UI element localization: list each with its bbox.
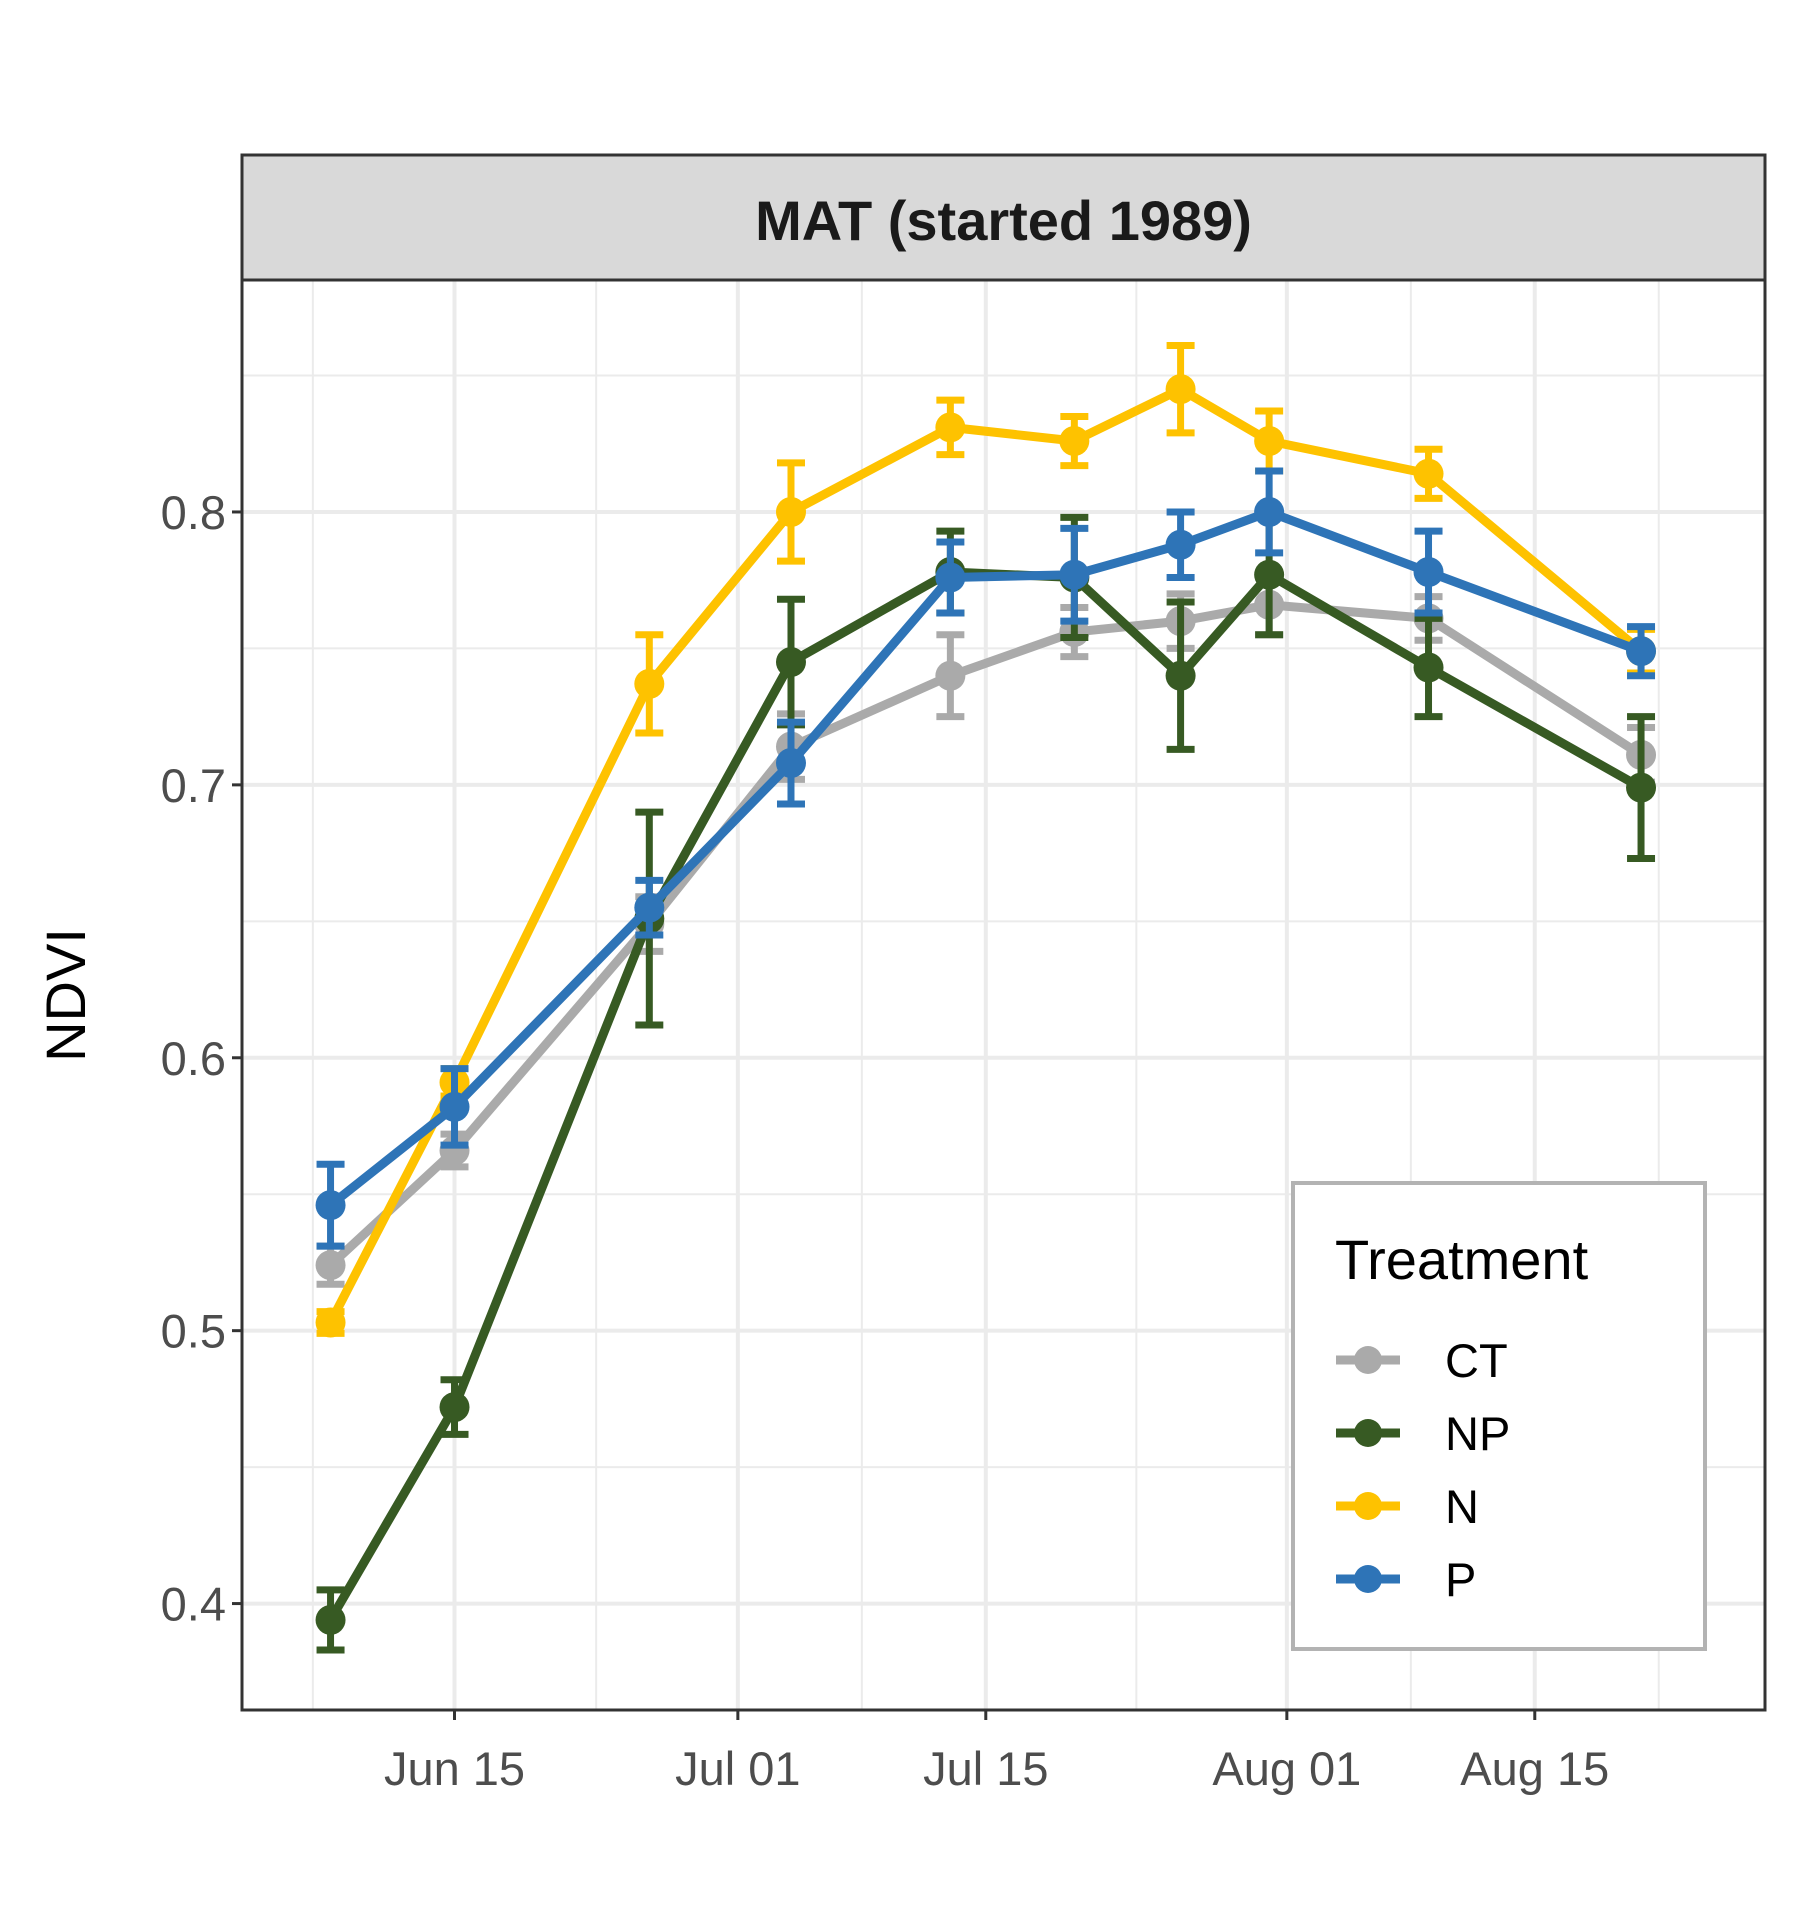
x-tick-label: Jul 15: [923, 1742, 1048, 1795]
legend-label-ct: CT: [1445, 1334, 1508, 1387]
x-tick-label: Jun 15: [384, 1742, 525, 1795]
data-point-n: [935, 412, 966, 443]
y-tick-label: 0.4: [161, 1578, 226, 1631]
legend-title: Treatment: [1335, 1228, 1589, 1291]
series-line-n: [326, 384, 1644, 1325]
legend: Treatment CT NP NP: [1291, 1181, 1707, 1651]
data-point-p: [1626, 636, 1657, 667]
series-line-ct: [327, 600, 1644, 1269]
data-point-np: [439, 1392, 470, 1423]
legend-key-point-p: [1354, 1565, 1382, 1593]
data-point-np: [315, 1604, 346, 1635]
data-point-n: [1059, 426, 1090, 457]
data-point-p: [439, 1091, 470, 1122]
plot-panel-border: [240, 278, 1767, 1712]
data-point-n: [775, 496, 806, 527]
data-point-p: [1254, 496, 1285, 527]
y-tick-label: 0.8: [161, 486, 226, 539]
data-point-p: [315, 1190, 346, 1221]
legend-key-point-np: [1354, 1419, 1382, 1447]
legend-label-np: NP: [1445, 1407, 1510, 1460]
data-point-np: [1254, 559, 1285, 590]
data-point-p: [1059, 559, 1090, 590]
facet-strip: MAT (started 1989): [240, 153, 1767, 282]
data-point-np: [1165, 660, 1196, 691]
y-axis-title: NDVI: [34, 928, 97, 1062]
legend-item-np: NP: [1336, 1407, 1510, 1460]
data-point-p: [1165, 529, 1196, 560]
data-point-p: [775, 748, 806, 779]
x-tick-label: Aug 01: [1212, 1742, 1361, 1795]
legend-key-point-n: [1354, 1492, 1382, 1520]
x-tick-label: Jul 01: [675, 1742, 800, 1795]
data-point-p: [1413, 557, 1444, 588]
legend-item-p: P: [1336, 1553, 1476, 1606]
series-layer: [315, 341, 1657, 1654]
x-tick-label: Aug 15: [1460, 1742, 1609, 1795]
y-tick-label: 0.5: [161, 1305, 226, 1358]
series-p: [315, 467, 1657, 1250]
facet-strip-background: [240, 153, 1767, 282]
data-point-n: [634, 668, 665, 699]
data-point-ct: [315, 1250, 346, 1281]
legend-item-n: N: [1336, 1480, 1479, 1533]
y-tick-label: 0.7: [161, 759, 226, 812]
y-axis: 0.4 0.5 0.6 0.7 0.8: [161, 486, 242, 1631]
y-tick-label: 0.6: [161, 1032, 226, 1085]
legend-key-point-ct: [1354, 1346, 1382, 1374]
data-point-np: [1626, 772, 1657, 803]
legend-item-ct: CT: [1336, 1334, 1508, 1387]
data-point-ct: [935, 660, 966, 691]
legend-label-p: P: [1445, 1553, 1476, 1606]
data-point-np: [775, 647, 806, 678]
data-point-np: [1413, 652, 1444, 683]
data-point-p: [634, 892, 665, 923]
data-point-p: [935, 562, 966, 593]
series-line-p: [327, 507, 1643, 1209]
data-point-n: [1254, 426, 1285, 457]
data-point-n: [1413, 458, 1444, 489]
facet-title: MAT (started 1989): [755, 189, 1252, 252]
x-axis: Jun 15 Jul 01 Jul 15 Aug 01 Aug 15: [384, 1710, 1609, 1795]
legend-label-n: N: [1445, 1480, 1479, 1533]
data-point-n: [315, 1307, 346, 1338]
data-point-n: [1165, 374, 1196, 405]
